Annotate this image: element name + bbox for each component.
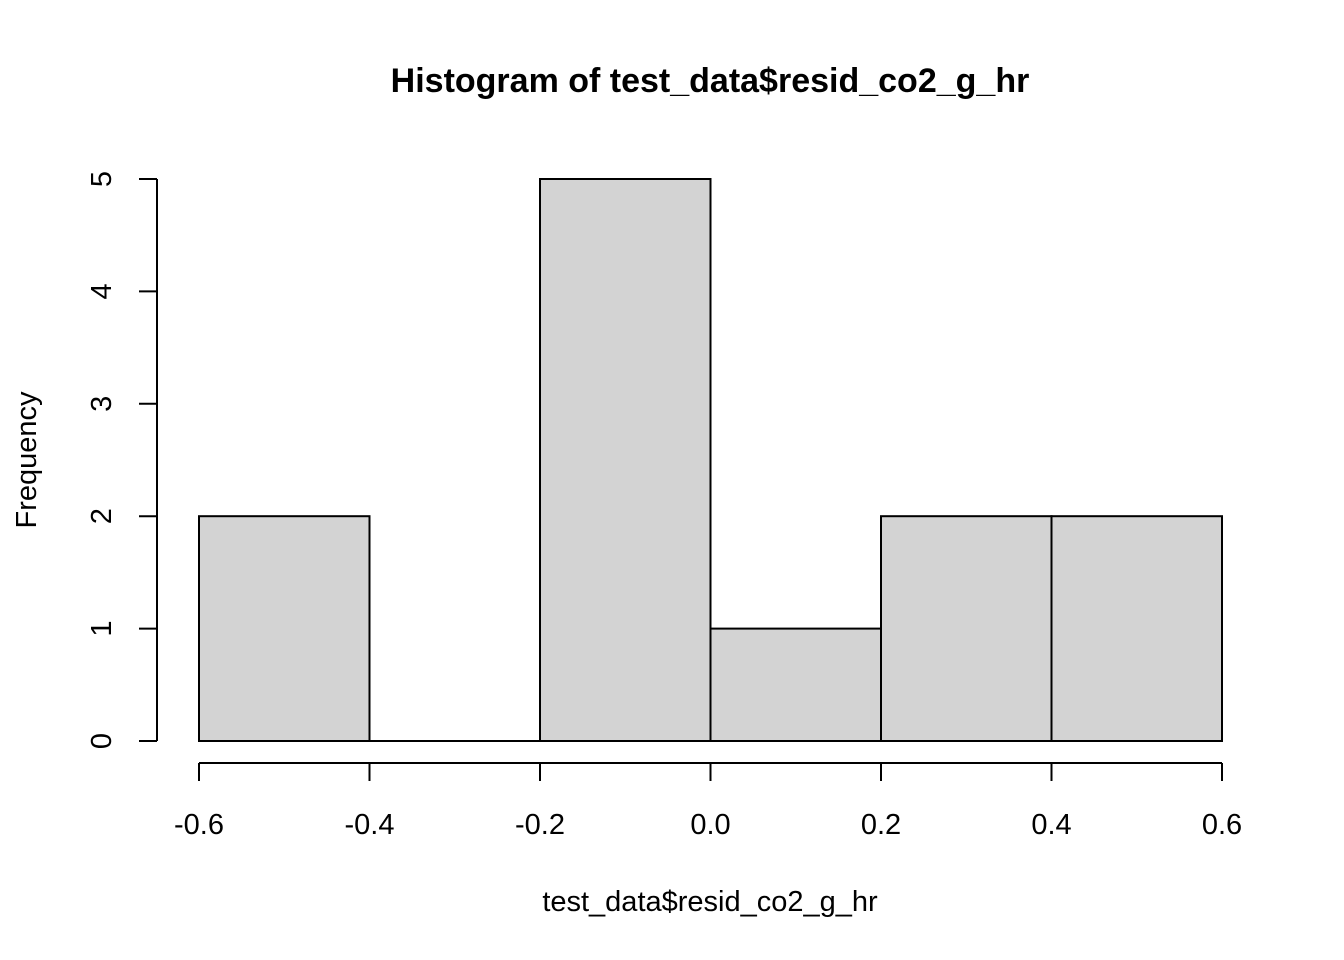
x-tick-label-1: -0.4 bbox=[345, 809, 395, 841]
y-tick-label-3: 3 bbox=[86, 396, 118, 412]
y-tick-label-0: 0 bbox=[86, 733, 118, 749]
histogram-bar-5 bbox=[880, 515, 1053, 743]
y-tick-label-1: 1 bbox=[86, 621, 118, 637]
y-tick-label-4: 4 bbox=[86, 283, 118, 299]
y-tick-label-2: 2 bbox=[86, 508, 118, 524]
histogram-bar-6 bbox=[1050, 515, 1223, 743]
bars-group bbox=[198, 178, 1223, 743]
x-tick-label-5: 0.4 bbox=[1031, 809, 1071, 841]
histogram-bar-4 bbox=[709, 627, 882, 742]
histogram-bar-3 bbox=[539, 178, 712, 742]
x-tick-label-2: -0.2 bbox=[515, 809, 565, 841]
x-tick-label-4: 0.2 bbox=[861, 809, 901, 841]
histogram-bar-1 bbox=[198, 515, 371, 743]
x-tick-label-3: 0.0 bbox=[690, 809, 730, 841]
y-axis: 0 1 2 3 4 5 bbox=[86, 171, 158, 749]
y-axis-label: Frequency bbox=[11, 391, 43, 529]
x-tick-label-0: -0.6 bbox=[174, 809, 224, 841]
x-axis: -0.6 -0.4 -0.2 0.0 0.2 0.4 0.6 bbox=[174, 762, 1242, 841]
y-tick-label-5: 5 bbox=[86, 171, 118, 187]
x-tick-label-6: 0.6 bbox=[1202, 809, 1242, 841]
x-axis-label: test_data$resid_co2_g_hr bbox=[542, 886, 878, 918]
chart-title: Histogram of test_data$resid_co2_g_hr bbox=[391, 62, 1030, 100]
